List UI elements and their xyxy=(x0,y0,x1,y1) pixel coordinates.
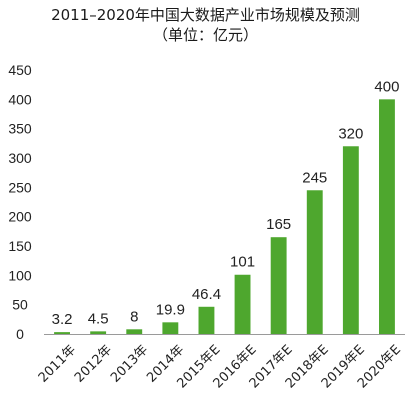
x-tick-label: 2011年 xyxy=(36,342,79,385)
data-label: 245 xyxy=(302,169,327,186)
data-label: 8 xyxy=(130,308,138,325)
y-tick-label: 50 xyxy=(12,297,28,313)
data-label: 101 xyxy=(230,254,255,271)
y-tick-label: 250 xyxy=(8,179,32,195)
y-axis-ticks: 0 50 100 150 200 250 300 350 400 450 xyxy=(8,62,32,342)
data-label: 400 xyxy=(374,78,399,95)
bar xyxy=(342,146,359,334)
x-tick-label: 2013年 xyxy=(108,342,151,385)
x-tick-label: 2012年 xyxy=(72,342,115,385)
data-label: 19.9 xyxy=(156,301,185,318)
bar xyxy=(379,99,395,334)
bar xyxy=(90,331,107,334)
y-tick-label: 200 xyxy=(8,209,32,225)
x-axis: 2011年2012年2013年2014年2015年E2016年E2017年E20… xyxy=(36,334,405,391)
bar xyxy=(198,306,215,334)
bar xyxy=(306,190,323,334)
bar xyxy=(162,322,179,334)
data-label: 3.2 xyxy=(52,311,73,328)
data-labels: 3.2 4.5 8 19.9 46.4 101 165 245 320 400 xyxy=(52,78,400,328)
y-tick-label: 300 xyxy=(8,150,32,166)
y-tick-label: 150 xyxy=(8,238,32,254)
chart-subtitle: （单位：亿元） xyxy=(152,26,258,44)
data-label: 46.4 xyxy=(192,286,221,303)
data-label: 165 xyxy=(266,216,291,233)
bars xyxy=(54,99,395,334)
chart-title: 2011–2020年中国大数据产业市场规模及预测 xyxy=(51,6,360,24)
y-tick-label: 400 xyxy=(8,91,32,107)
bar xyxy=(126,329,143,334)
bar xyxy=(54,332,70,334)
bar xyxy=(270,237,287,334)
y-tick-label: 450 xyxy=(8,62,32,78)
data-label: 320 xyxy=(338,125,363,142)
y-tick-label: 100 xyxy=(8,267,32,283)
data-label: 4.5 xyxy=(88,310,109,327)
bar xyxy=(234,274,251,334)
y-tick-label: 0 xyxy=(16,326,24,342)
y-tick-label: 350 xyxy=(8,121,32,137)
